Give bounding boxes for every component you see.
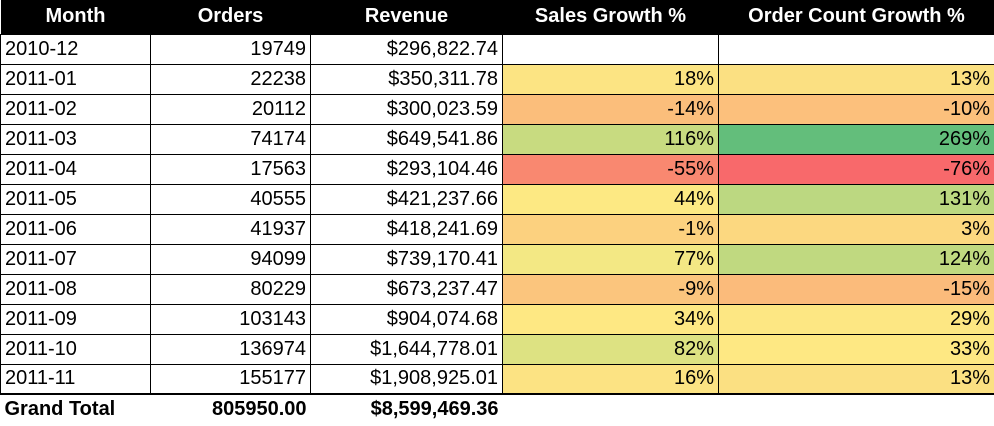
cell-sales-growth: 16%: [502, 363, 719, 395]
table-row: 2011-10 136974 $1,644,778.01 82% 33%: [0, 333, 994, 365]
cell-revenue: $300,023.59: [310, 93, 503, 125]
cell-order-growth: -10%: [718, 93, 994, 125]
cell-revenue: $293,104.46: [310, 153, 503, 185]
cell-revenue: $421,237.66: [310, 183, 503, 215]
grand-total-row: Grand Total 805950.00 $8,599,469.36: [0, 393, 994, 424]
cell-orders: 41937: [150, 213, 311, 245]
cell-revenue: $904,074.68: [310, 303, 503, 335]
cell-revenue: $350,311.78: [310, 63, 503, 95]
cell-orders: 17563: [150, 153, 311, 185]
cell-orders: 80229: [150, 273, 311, 305]
grand-total-revenue: $8,599,469.36: [310, 393, 503, 424]
cell-month: 2011-05: [0, 183, 151, 215]
table-row: 2011-01 22238 $350,311.78 18% 13%: [0, 63, 994, 95]
header-row: Month Orders Revenue Sales Growth % Orde…: [0, 0, 994, 34]
cell-orders: 19749: [150, 33, 311, 65]
cell-revenue: $418,241.69: [310, 213, 503, 245]
table-row: 2011-03 74174 $649,541.86 116% 269%: [0, 123, 994, 155]
table-row: 2011-08 80229 $673,237.47 -9% -15%: [0, 273, 994, 305]
cell-month: 2011-02: [0, 93, 151, 125]
cell-month: 2010-12: [0, 33, 151, 65]
cell-orders: 103143: [150, 303, 311, 335]
cell-month: 2011-07: [0, 243, 151, 275]
cell-order-growth: [718, 33, 994, 65]
cell-revenue: $649,541.86: [310, 123, 503, 155]
cell-month: 2011-09: [0, 303, 151, 335]
table-row: 2011-11 155177 $1,908,925.01 16% 13%: [0, 363, 994, 395]
cell-orders: 155177: [150, 363, 311, 395]
cell-sales-growth: 82%: [502, 333, 719, 365]
cell-sales-growth: [502, 33, 719, 65]
grand-total-order-growth: [718, 393, 994, 424]
cell-month: 2011-03: [0, 123, 151, 155]
cell-order-growth: -76%: [718, 153, 994, 185]
cell-sales-growth: 116%: [502, 123, 719, 155]
cell-order-growth: 33%: [718, 333, 994, 365]
cell-revenue: $1,644,778.01: [310, 333, 503, 365]
table-row: 2011-09 103143 $904,074.68 34% 29%: [0, 303, 994, 335]
cell-month: 2011-08: [0, 273, 151, 305]
grand-total-label: Grand Total: [0, 393, 151, 424]
cell-sales-growth: 77%: [502, 243, 719, 275]
cell-order-growth: 29%: [718, 303, 994, 335]
table-row: 2011-07 94099 $739,170.41 77% 124%: [0, 243, 994, 275]
cell-sales-growth: -1%: [502, 213, 719, 245]
cell-order-growth: -15%: [718, 273, 994, 305]
cell-revenue: $673,237.47: [310, 273, 503, 305]
cell-order-growth: 124%: [718, 243, 994, 275]
cell-orders: 136974: [150, 333, 311, 365]
cell-sales-growth: -55%: [502, 153, 719, 185]
header-orders: Orders: [150, 0, 311, 34]
table-row: 2011-04 17563 $293,104.46 -55% -76%: [0, 153, 994, 185]
cell-order-growth: 13%: [718, 363, 994, 395]
grand-total-orders: 805950.00: [150, 393, 311, 424]
header-revenue: Revenue: [310, 0, 503, 34]
table-row: 2011-06 41937 $418,241.69 -1% 3%: [0, 213, 994, 245]
cell-sales-growth: 18%: [502, 63, 719, 95]
cell-month: 2011-06: [0, 213, 151, 245]
cell-sales-growth: 34%: [502, 303, 719, 335]
cell-month: 2011-10: [0, 333, 151, 365]
header-month: Month: [0, 0, 151, 34]
cell-order-growth: 3%: [718, 213, 994, 245]
cell-revenue: $296,822.74: [310, 33, 503, 65]
cell-order-growth: 131%: [718, 183, 994, 215]
cell-revenue: $739,170.41: [310, 243, 503, 275]
cell-sales-growth: -14%: [502, 93, 719, 125]
table-row: 2011-02 20112 $300,023.59 -14% -10%: [0, 93, 994, 125]
header-order-count-growth: Order Count Growth %: [718, 0, 994, 34]
cell-month: 2011-04: [0, 153, 151, 185]
cell-month: 2011-11: [0, 363, 151, 395]
cell-orders: 40555: [150, 183, 311, 215]
header-sales-growth: Sales Growth %: [502, 0, 719, 34]
cell-order-growth: 269%: [718, 123, 994, 155]
cell-orders: 22238: [150, 63, 311, 95]
cell-orders: 94099: [150, 243, 311, 275]
cell-orders: 74174: [150, 123, 311, 155]
cell-revenue: $1,908,925.01: [310, 363, 503, 395]
cell-order-growth: 13%: [718, 63, 994, 95]
cell-sales-growth: 44%: [502, 183, 719, 215]
grand-total-sales-growth: [502, 393, 719, 424]
cell-sales-growth: -9%: [502, 273, 719, 305]
table-row: 2010-12 19749 $296,822.74: [0, 33, 994, 65]
cell-month: 2011-01: [0, 63, 151, 95]
cell-orders: 20112: [150, 93, 311, 125]
table-row: 2011-05 40555 $421,237.66 44% 131%: [0, 183, 994, 215]
